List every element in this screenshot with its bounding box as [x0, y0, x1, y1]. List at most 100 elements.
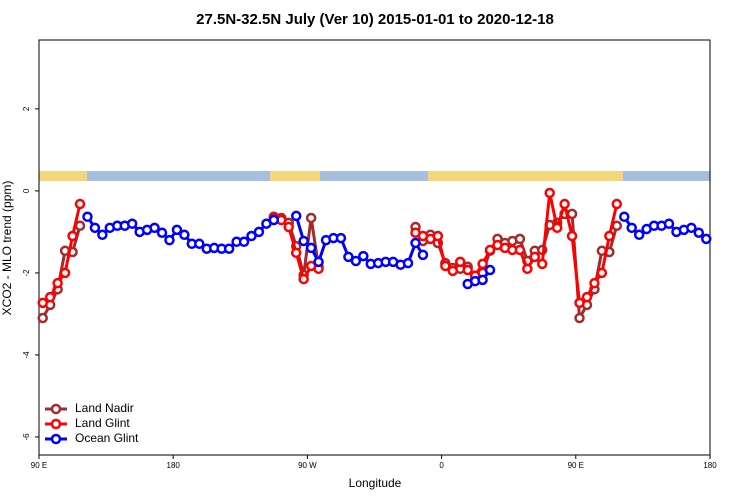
data-point: [402, 257, 414, 269]
y-tick-label: -6: [22, 433, 31, 441]
data-point: [701, 233, 712, 245]
data-point: [611, 220, 623, 232]
data-point: [589, 277, 600, 289]
x-tick-label: 0: [439, 461, 444, 470]
data-point: [358, 250, 369, 262]
data-point: [74, 198, 86, 210]
data-point: [171, 224, 183, 236]
data-point: [663, 218, 675, 229]
data-point: [305, 212, 317, 224]
data-point: [440, 260, 451, 272]
data-point: [514, 233, 526, 245]
x-tick-label: 90 W: [298, 461, 317, 470]
data-point: [619, 211, 630, 222]
data-point: [484, 244, 496, 256]
data-point: [74, 220, 86, 232]
legend-swatch-marker: [50, 433, 62, 445]
data-point: [82, 211, 93, 222]
data-point: [454, 256, 466, 268]
data-point: [313, 256, 324, 268]
y-tick-label: -4: [22, 351, 31, 359]
data-point: [194, 238, 205, 250]
y-tick-label: 2: [22, 106, 31, 111]
y-tick-label: 0: [22, 188, 31, 193]
legend-swatch-marker: [50, 418, 62, 430]
data-point: [44, 291, 56, 303]
data-point: [156, 227, 168, 238]
data-point: [126, 218, 138, 229]
data-point: [626, 222, 637, 234]
data-point: [566, 230, 578, 242]
legend-label: Land Glint: [75, 416, 130, 430]
data-point: [97, 229, 108, 241]
data-point: [283, 221, 295, 233]
data-point: [514, 244, 526, 256]
ocean-strip: [39, 171, 710, 181]
x-tick-label: 180: [703, 461, 717, 470]
data-point: [335, 232, 347, 244]
data-point: [484, 264, 496, 276]
y-tick-label: -2: [22, 269, 31, 277]
data-point: [59, 267, 71, 279]
x-tick-label: 180: [167, 461, 181, 470]
data-point: [52, 277, 63, 289]
data-point: [343, 251, 354, 263]
plot-frame: [38, 39, 711, 456]
data-point: [529, 251, 541, 263]
data-point: [350, 255, 362, 267]
data-point: [298, 235, 309, 247]
legend-label: Land Nadir: [75, 401, 134, 415]
land-strip: [39, 171, 87, 181]
legend-label: Ocean Glint: [75, 431, 139, 445]
x-axis-label: Longitude: [349, 476, 402, 490]
series: [37, 187, 623, 309]
data-point: [574, 312, 585, 324]
data-point: [604, 230, 615, 242]
data-point: [462, 264, 473, 276]
x-tick-label: 90 E: [31, 461, 47, 470]
data-point: [693, 227, 705, 238]
data-point: [238, 236, 250, 248]
data-point: [298, 273, 309, 285]
data-point: [566, 208, 578, 220]
data-point: [149, 222, 160, 234]
data-point: [253, 226, 265, 238]
data-point: [633, 229, 645, 241]
x-tick-label: 90 E: [568, 461, 584, 470]
data-point: [581, 291, 593, 303]
data-point: [551, 222, 563, 234]
data-point: [89, 222, 101, 234]
series: [82, 210, 712, 290]
data-point: [574, 297, 585, 309]
legend-swatch-marker: [50, 403, 62, 415]
y-axis-label: XCO2 - MLO trend (ppm): [0, 181, 14, 316]
land-mask: [39, 171, 710, 181]
data-point: [477, 274, 488, 286]
data-point: [447, 265, 459, 277]
data-point: [268, 214, 280, 226]
data-point: [432, 230, 444, 242]
data-point: [37, 312, 48, 324]
data-point: [223, 243, 235, 254]
data-point: [290, 210, 302, 222]
data-point: [477, 258, 488, 270]
data-point: [164, 234, 175, 246]
data-point: [246, 230, 257, 242]
data-point: [67, 230, 78, 242]
data-point: [179, 229, 190, 241]
data-point: [537, 258, 548, 270]
data-point: [686, 222, 697, 234]
data-point: [305, 242, 317, 254]
data-point: [596, 267, 608, 279]
data-point: [559, 198, 570, 210]
chart-title: 27.5N-32.5N July (Ver 10) 2015-01-01 to …: [196, 11, 554, 28]
land-strip: [270, 171, 320, 181]
data-point: [37, 297, 48, 309]
data-point: [522, 263, 533, 275]
data-point: [417, 249, 429, 261]
data-point: [410, 237, 421, 249]
data-point: [544, 187, 555, 199]
land-strip: [428, 171, 623, 181]
